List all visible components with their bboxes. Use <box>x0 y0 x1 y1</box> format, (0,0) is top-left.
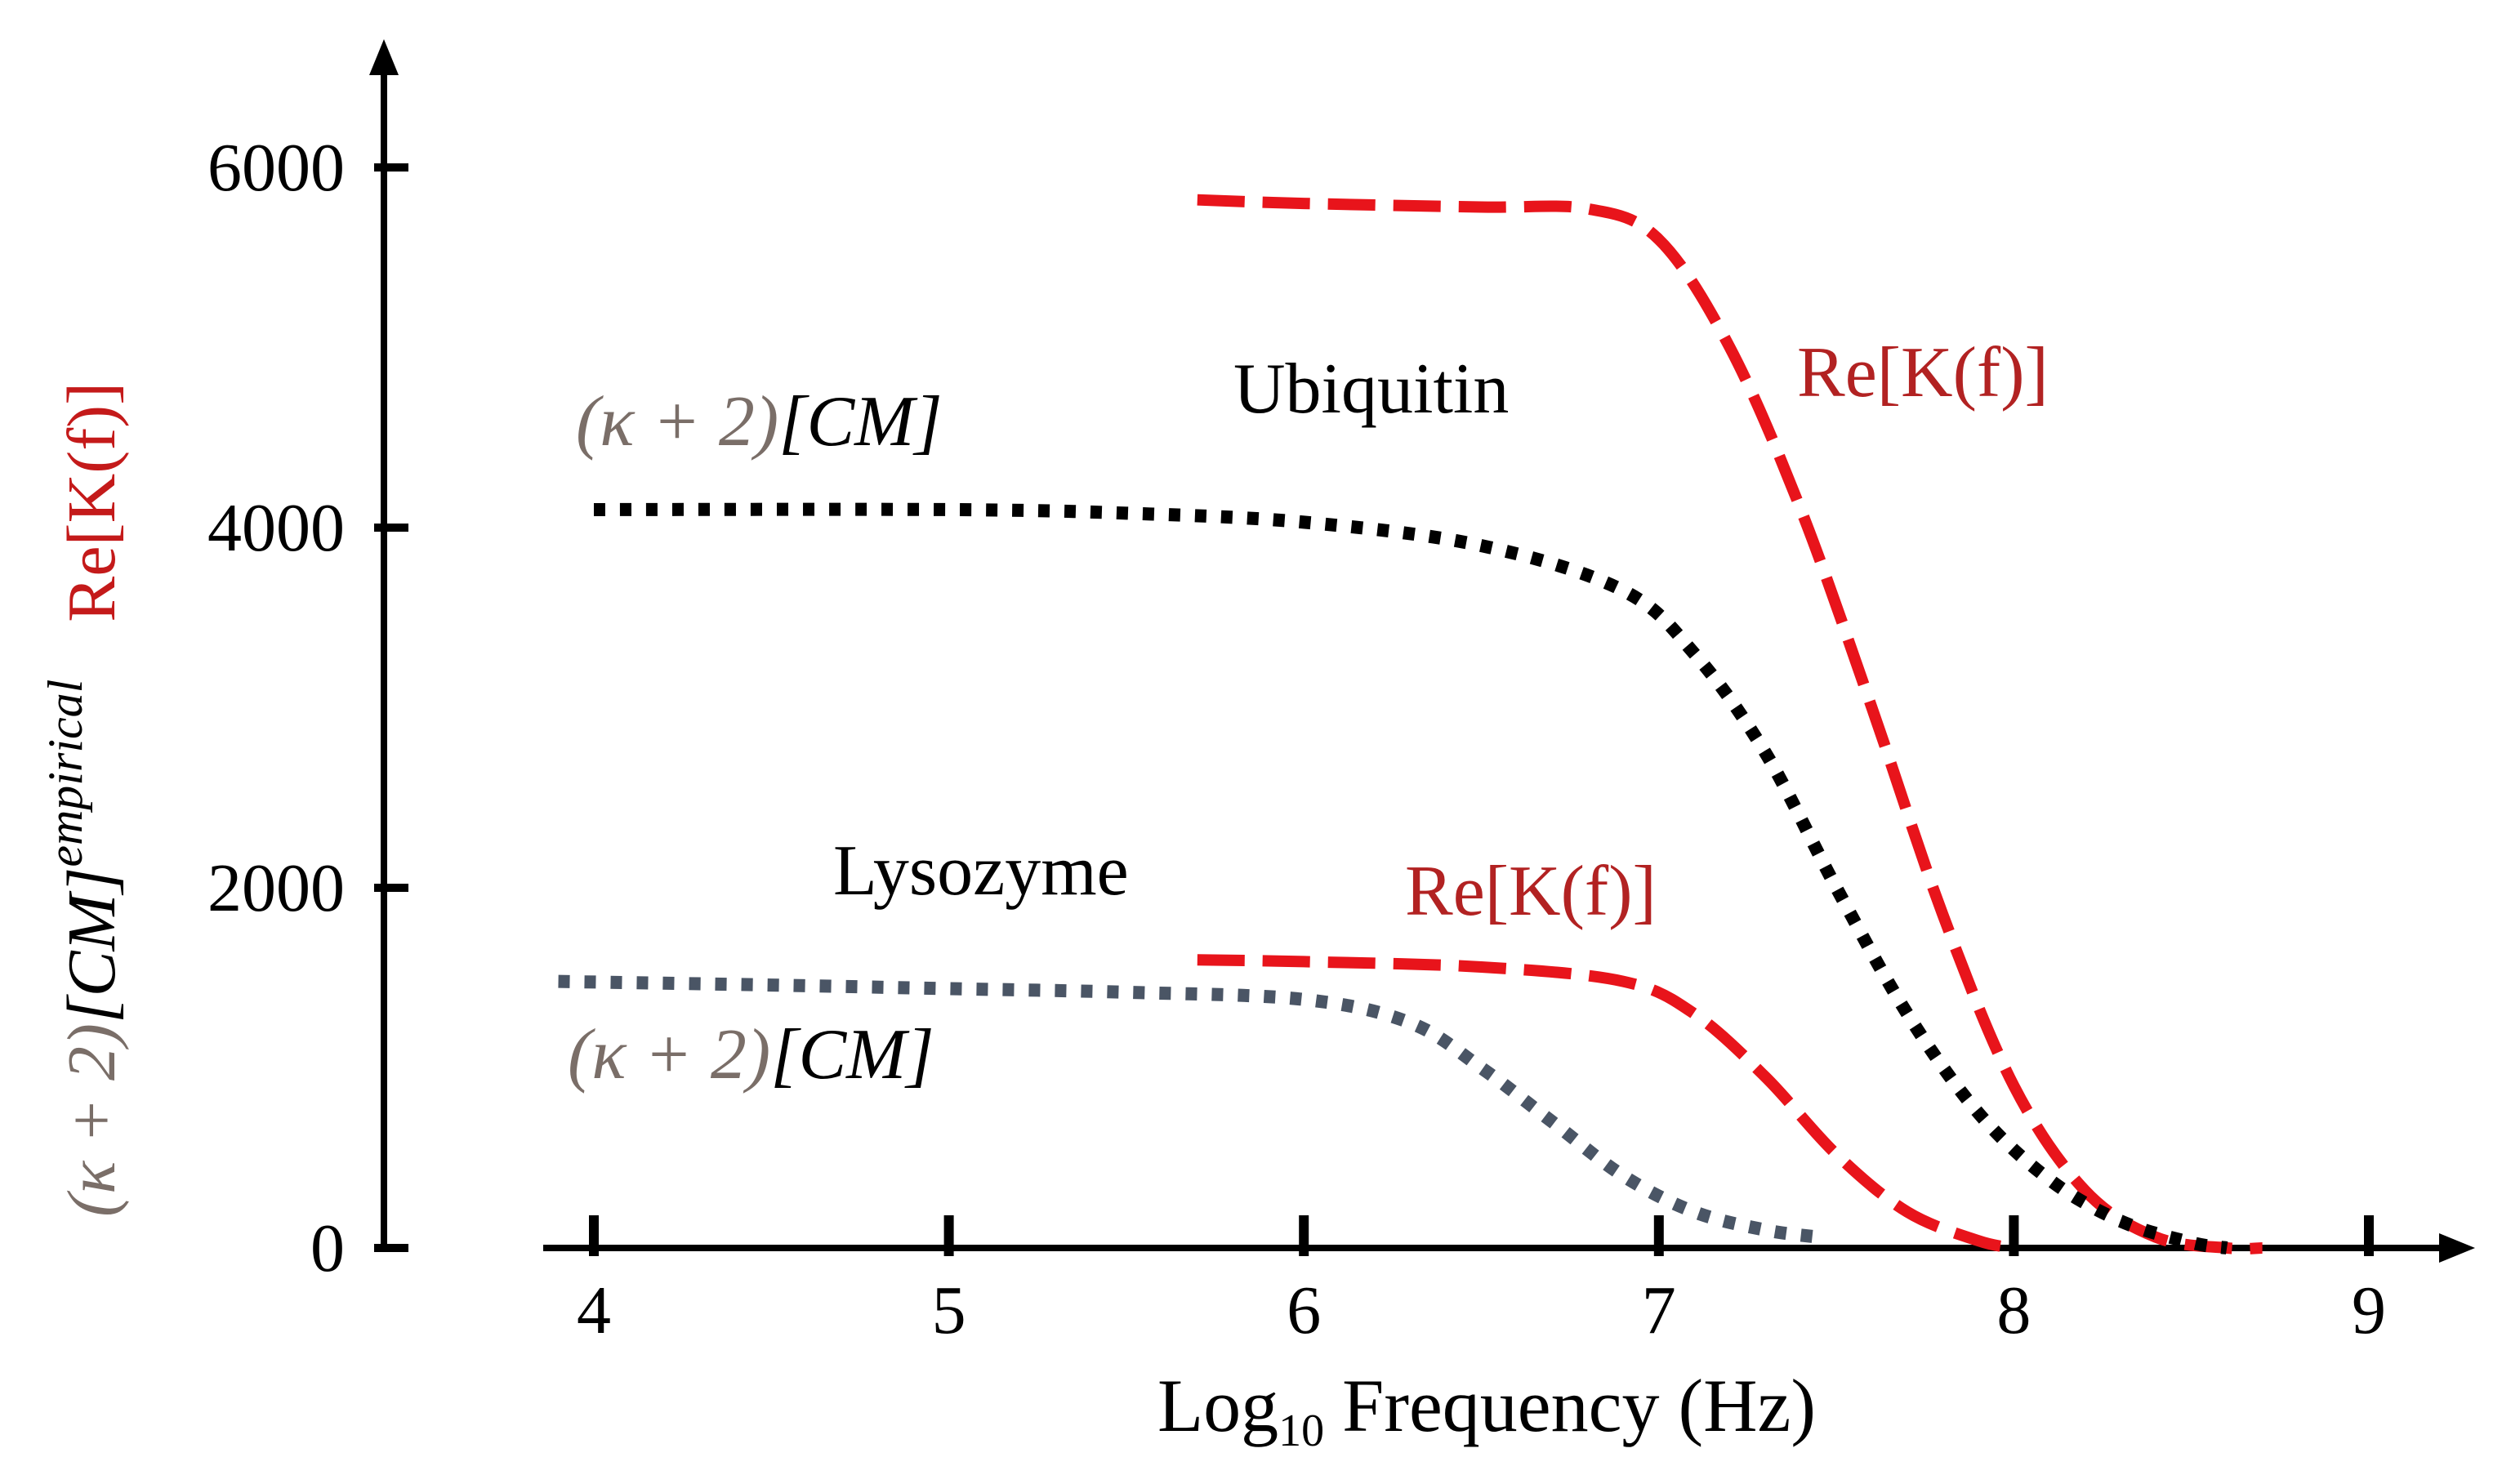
x-tick-label: 9 <box>2352 1272 2386 1348</box>
x-tick-label: 5 <box>932 1272 966 1348</box>
x-tick-label: 6 <box>1287 1272 1321 1348</box>
y-tick-label: 6000 <box>207 130 345 206</box>
x-axis-title: Log10 Frequency (Hz) <box>1157 1364 1816 1456</box>
y-axis-title: (κ + 2)[CM]empirical Re[K(f)] <box>38 382 130 1217</box>
x-tick-label: 4 <box>577 1272 611 1348</box>
label-lysozyme: Lysozyme <box>833 831 1129 911</box>
y-tick-label: 0 <box>310 1210 345 1286</box>
y-ticks: 0 2000 4000 6000 <box>207 130 408 1286</box>
y-axis-title-cm: [CM] <box>54 867 130 1023</box>
label-ubiquitin: Ubiquitin <box>1233 350 1509 429</box>
label-re-k-lower: Re[K(f)] <box>1405 852 1657 931</box>
series-lysozyme-re-k <box>1197 954 2015 1254</box>
x-axis-title-subscript: 10 <box>1278 1406 1324 1456</box>
y-axis-title-superscript: empirical <box>38 680 92 867</box>
label-re-k-upper: Re[K(f)] <box>1797 333 2049 412</box>
x-tick-label: 7 <box>1642 1272 1676 1348</box>
axes <box>369 39 2475 1263</box>
label-cm-lower: (κ + 2)[CM] <box>568 1015 934 1094</box>
x-axis-arrow <box>2439 1233 2475 1263</box>
label-cm-upper: (κ + 2)[CM] <box>576 382 943 461</box>
x-ticks: 4 5 6 7 8 9 <box>577 1215 2386 1348</box>
y-tick-label: 2000 <box>207 850 345 926</box>
series-lysozyme-cm <box>558 974 1820 1244</box>
x-tick-label: 8 <box>1996 1272 2031 1348</box>
series-ubiquitin-cm <box>593 502 2228 1254</box>
y-axis-title-kappa: (κ + 2) <box>54 1023 130 1217</box>
y-axis-arrow <box>369 39 399 75</box>
series-layer <box>558 194 2263 1254</box>
series-ubiquitin-re-k <box>1197 194 2263 1254</box>
y-axis-title-red: Re[K(f)] <box>54 382 130 622</box>
y-tick-label: 4000 <box>207 490 345 566</box>
